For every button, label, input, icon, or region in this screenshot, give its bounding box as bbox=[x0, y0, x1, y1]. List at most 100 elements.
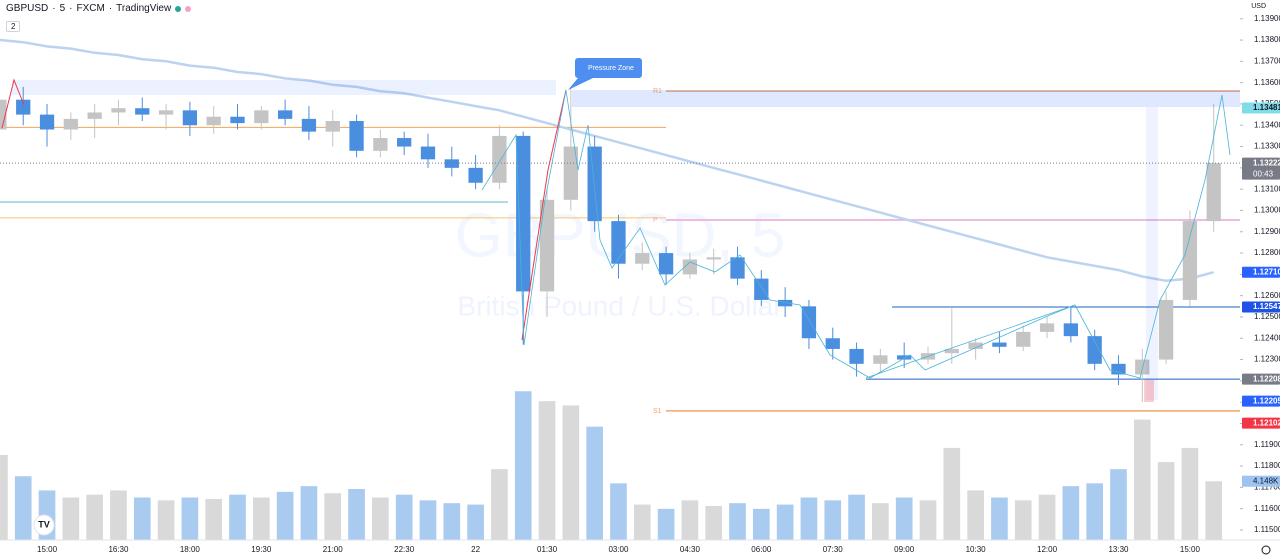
x-tick-label: 12:00 bbox=[1037, 545, 1058, 554]
price-tag-label: 1.12710 bbox=[1253, 267, 1280, 276]
x-tick-label: 07:30 bbox=[823, 545, 844, 554]
currency[interactable]: USD bbox=[1251, 3, 1266, 10]
y-tick-label: 1.11600 bbox=[1254, 504, 1280, 513]
volume-bar bbox=[681, 500, 699, 540]
volume-bar bbox=[562, 405, 580, 540]
price-tag bbox=[1242, 266, 1280, 278]
candle-body bbox=[611, 221, 626, 264]
settings-icon[interactable] bbox=[1261, 545, 1271, 555]
x-tick-label: 18:00 bbox=[180, 545, 201, 554]
candle-body bbox=[992, 342, 1007, 347]
candle-body bbox=[944, 348, 959, 354]
x-tick-label: 04:30 bbox=[680, 545, 701, 554]
price-tag bbox=[1242, 301, 1280, 313]
volume-bar bbox=[1181, 447, 1199, 540]
x-tick-label: 22 bbox=[471, 545, 480, 554]
candle-body bbox=[397, 138, 412, 147]
x-tick-label: 19:30 bbox=[251, 545, 272, 554]
y-tick-label: 1.12600 bbox=[1254, 291, 1280, 300]
y-tick-label: 1.13400 bbox=[1254, 120, 1280, 129]
x-tick-label: 06:00 bbox=[751, 545, 772, 554]
zone bbox=[1144, 380, 1154, 402]
volume-bar bbox=[752, 508, 770, 540]
volume-bar bbox=[1110, 469, 1127, 540]
volume-tag-label: 4.148K bbox=[1253, 476, 1279, 485]
volume-bar bbox=[514, 391, 532, 540]
candle-body bbox=[1039, 323, 1055, 332]
candle-body bbox=[444, 159, 459, 168]
y-tick-label: 1.13700 bbox=[1254, 56, 1280, 65]
volume-bar bbox=[348, 489, 365, 540]
candle-body bbox=[706, 257, 721, 260]
candle-body bbox=[254, 110, 269, 124]
volume-bar bbox=[443, 503, 461, 540]
volume-bar bbox=[657, 508, 675, 540]
symbol-header[interactable]: GBPUSD · 5 · FXCM · TradingView bbox=[6, 3, 192, 14]
callout-box bbox=[568, 58, 642, 90]
y-tick-label: 1.13900 bbox=[1254, 14, 1280, 23]
candle-body bbox=[1206, 163, 1221, 222]
volume-bar bbox=[1014, 500, 1032, 540]
volume-bar bbox=[967, 490, 984, 540]
y-tick-label: 1.11700 bbox=[1254, 482, 1280, 491]
candle-body bbox=[1135, 359, 1150, 375]
svg-text:TV: TV bbox=[38, 519, 50, 529]
price-tag-label: 1.13481 bbox=[1253, 103, 1280, 112]
candle-body bbox=[301, 118, 317, 132]
candle-body bbox=[230, 116, 245, 124]
volume-bar bbox=[300, 486, 318, 540]
candle-body bbox=[825, 338, 840, 349]
volume-bar bbox=[800, 497, 818, 540]
trend-line bbox=[1, 78, 25, 129]
callout-text: Pressure Zone bbox=[588, 65, 634, 72]
candle-body bbox=[39, 114, 55, 130]
candle-body bbox=[349, 120, 364, 151]
volume-bar bbox=[895, 497, 913, 540]
pivot-label: R1 bbox=[653, 88, 662, 95]
watermark-subtitle: British Pound / U.S. Dollar bbox=[457, 290, 782, 321]
volume-bar bbox=[14, 476, 32, 540]
candle-body bbox=[373, 138, 388, 151]
price-tag bbox=[1242, 417, 1280, 429]
volume-bar bbox=[943, 447, 961, 540]
price-tag-label: 1.12208 bbox=[1253, 374, 1280, 383]
candle-body bbox=[1158, 299, 1174, 360]
exchange: FXCM bbox=[76, 3, 105, 14]
y-tick-label: 1.12500 bbox=[1254, 312, 1280, 321]
candle-body bbox=[563, 146, 578, 200]
candle-body bbox=[420, 146, 436, 160]
zone bbox=[572, 90, 1240, 107]
candle-body bbox=[16, 99, 31, 115]
volume-bar bbox=[824, 500, 842, 540]
y-tick-label: 1.12300 bbox=[1254, 355, 1280, 364]
volume-bar bbox=[872, 503, 889, 540]
price-tag bbox=[1242, 395, 1280, 407]
moving-average bbox=[0, 38, 1215, 283]
candle-body bbox=[1087, 336, 1102, 364]
volume-bar bbox=[633, 504, 651, 540]
indicator-count[interactable]: 2 bbox=[6, 21, 21, 32]
volume-bar bbox=[110, 490, 127, 540]
candle-body bbox=[158, 110, 174, 115]
volume-bar bbox=[276, 491, 294, 540]
volume-bar bbox=[491, 469, 508, 540]
candle-body bbox=[516, 135, 531, 292]
candle-body bbox=[63, 118, 78, 130]
status-dot bbox=[175, 5, 182, 12]
x-tick-label: 15:00 bbox=[37, 545, 58, 554]
candle-body bbox=[277, 110, 293, 119]
y-tick-label: 1.13100 bbox=[1254, 184, 1280, 193]
volume-bar bbox=[848, 494, 865, 540]
interval: 5 bbox=[59, 3, 66, 14]
volume-tag bbox=[1242, 475, 1280, 487]
y-tick-label: 1.11500 bbox=[1254, 525, 1280, 534]
volume-bar bbox=[1205, 481, 1223, 540]
volume-bar bbox=[729, 503, 746, 540]
price-tag-label: 1.13222 bbox=[1253, 158, 1280, 167]
y-tick-label: 1.13000 bbox=[1254, 206, 1280, 215]
candle-body bbox=[635, 253, 650, 264]
x-tick-label: 16:30 bbox=[108, 545, 129, 554]
candle-body bbox=[492, 135, 507, 183]
volume-bar bbox=[372, 497, 389, 540]
